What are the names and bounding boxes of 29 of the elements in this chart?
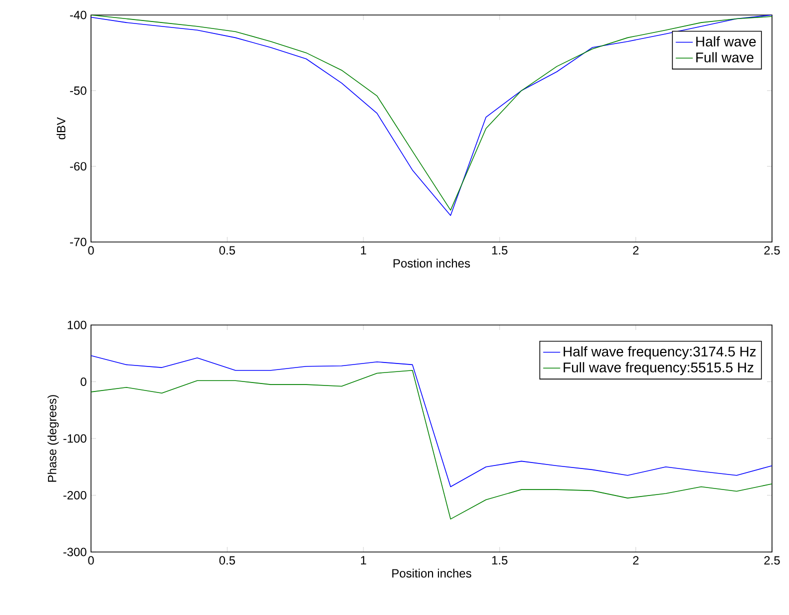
x-tick-label: 1 bbox=[360, 556, 366, 564]
x-tick-label: 1.5 bbox=[492, 556, 508, 564]
y-axis-title: dBV bbox=[56, 117, 66, 140]
x-tick-label: 2 bbox=[633, 246, 639, 255]
x-axis-title: Postion inches bbox=[394, 258, 470, 268]
y-axis-title: Phase (degrees) bbox=[48, 395, 59, 482]
x-tick-label: 2.5 bbox=[764, 556, 780, 565]
x-axis-title: Position inches bbox=[392, 568, 472, 578]
y-tick-label: -200 bbox=[63, 491, 86, 500]
x-tick-label: 0.5 bbox=[219, 246, 236, 255]
legend-label: Half wave frequency:3174.5 Hz bbox=[564, 346, 756, 360]
x-tick-label: 2.5 bbox=[764, 246, 780, 255]
x-tick-label: 0 bbox=[88, 246, 94, 255]
x-tick-label: 1 bbox=[360, 246, 366, 254]
y-tick-label: 100 bbox=[68, 320, 86, 330]
y-tick-label: -40 bbox=[70, 10, 86, 20]
y-tick-label: -300 bbox=[63, 548, 86, 556]
y-tick-label: 0 bbox=[80, 378, 86, 386]
y-tick-label: -100 bbox=[63, 434, 86, 443]
y-tick-label: -70 bbox=[70, 238, 86, 246]
legend-label: Full wave frequency:5515.5 Hz bbox=[564, 362, 754, 376]
x-tick-label: 0 bbox=[88, 556, 94, 565]
legend-label: Full wave bbox=[696, 52, 754, 62]
x-tick-label: 2 bbox=[633, 556, 639, 565]
y-tick-label: -60 bbox=[70, 162, 86, 171]
legend-label: Half wave bbox=[696, 36, 756, 47]
x-tick-label: 0.5 bbox=[219, 556, 236, 565]
x-tick-label: 1.5 bbox=[492, 246, 508, 254]
y-tick-label: -50 bbox=[70, 86, 86, 95]
